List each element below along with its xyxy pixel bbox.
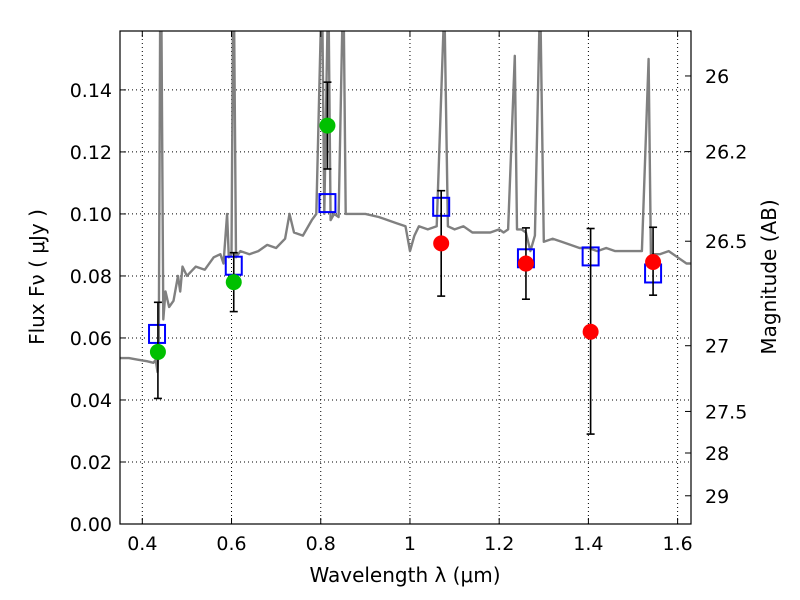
x-tick-label: 1 xyxy=(404,533,416,555)
grid xyxy=(120,31,691,525)
right-tick-label: 29 xyxy=(705,486,729,508)
observed-flux-point xyxy=(319,117,336,134)
y-tick-label: 0.12 xyxy=(70,142,112,164)
y-tick-label: 0.06 xyxy=(70,328,112,350)
right-tick-label: 26 xyxy=(705,66,729,88)
right-tick-label: 26.5 xyxy=(705,231,747,253)
plot-frame xyxy=(119,30,692,525)
tick-layer: 0.4 0.6 0.8 1 1.2 1.4 1.6 0.00 0.02 0.04 0.06 0.08 0… xyxy=(70,31,747,555)
right-tick-label: 28 xyxy=(705,443,729,465)
y-tick-label: 0.04 xyxy=(70,390,112,412)
marker-layer xyxy=(148,81,663,435)
y-tick-label: 0.02 xyxy=(70,452,112,474)
observed-flux-point xyxy=(582,323,599,340)
y-tick-label: 0.00 xyxy=(70,514,112,536)
observed-flux-point xyxy=(149,343,166,360)
x-tick-label: 1.6 xyxy=(663,533,693,555)
sed-model-line xyxy=(120,31,691,374)
model-flux-square xyxy=(318,193,337,214)
sed-line-layer xyxy=(120,31,691,374)
right-tick-label: 27 xyxy=(705,336,729,358)
x-tick-label: 0.4 xyxy=(127,533,157,555)
observed-flux-point xyxy=(225,274,242,291)
y-axis-label: Flux Fν ( μJy ) xyxy=(25,209,49,345)
y-axis-right-label: Magnitude (AB) xyxy=(757,199,781,354)
x-tick-label: 0.8 xyxy=(306,533,336,555)
x-tick-label: 1.2 xyxy=(484,533,514,555)
x-tick-label: 1.4 xyxy=(573,533,603,555)
x-tick-label: 0.6 xyxy=(216,533,246,555)
y-tick-label: 0.08 xyxy=(70,266,112,288)
observed-flux-point xyxy=(645,253,662,270)
observed-flux-point xyxy=(433,235,450,252)
observed-flux-point xyxy=(517,255,534,272)
model-flux-square xyxy=(148,323,167,344)
y-tick-label: 0.14 xyxy=(70,80,112,102)
x-axis-label: Wavelength λ (μm) xyxy=(309,563,500,587)
right-tick-label: 26.2 xyxy=(705,142,747,164)
y-tick-label: 0.10 xyxy=(70,204,112,226)
right-tick-label: 27.5 xyxy=(705,401,747,423)
